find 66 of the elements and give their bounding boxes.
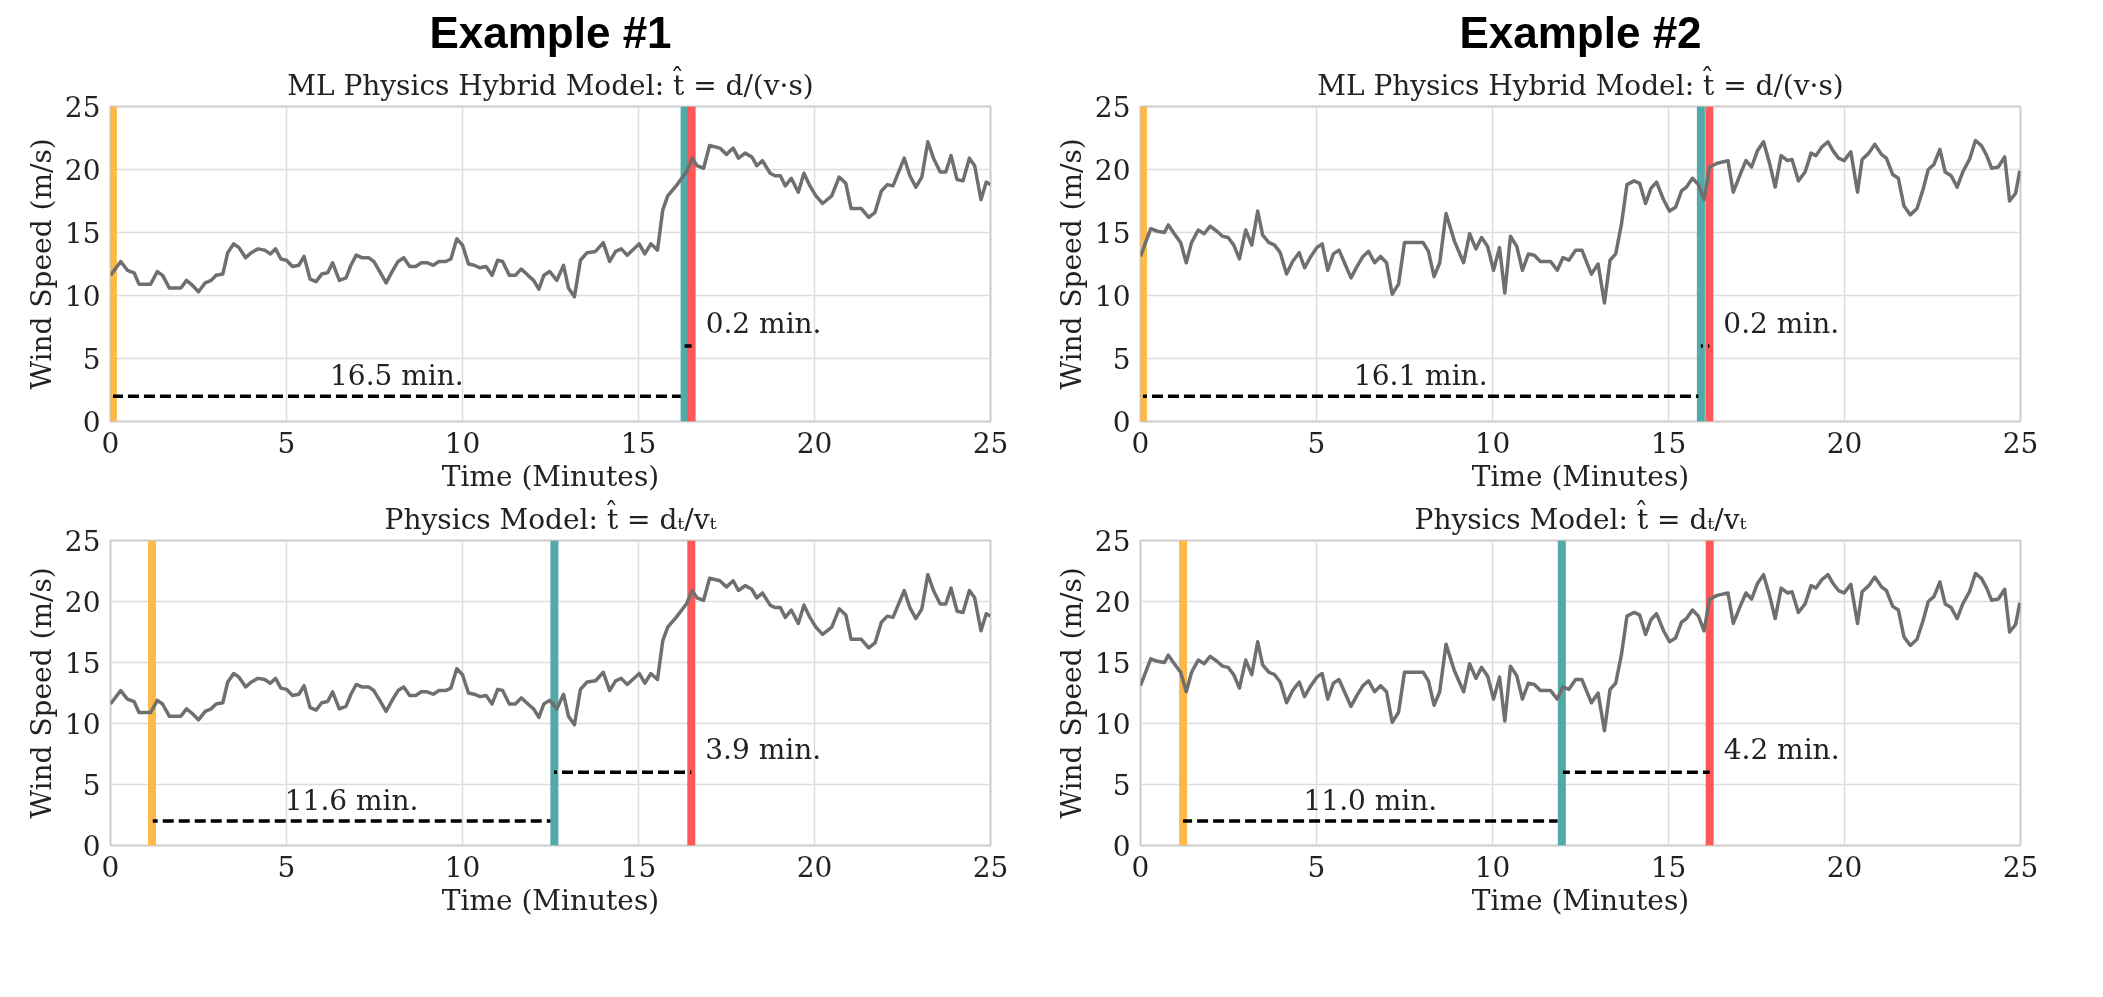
y-tick-label: 20 — [64, 154, 101, 187]
y-tick-label: 10 — [1094, 280, 1131, 313]
x-tick-label: 20 — [796, 850, 833, 884]
y-tick-label: 15 — [64, 217, 101, 250]
y-tick-label: 25 — [1094, 525, 1131, 558]
x-tick-label: 10 — [444, 426, 481, 460]
x-tick-label: 15 — [1650, 850, 1687, 884]
x-tick-label: 10 — [1474, 850, 1511, 884]
y-tick-label: 5 — [1112, 769, 1131, 802]
x-tick-label: 10 — [444, 850, 481, 884]
x-tick-label: 20 — [1826, 850, 1863, 884]
x-tick-label: 10 — [1474, 426, 1511, 460]
x-tick-label: 15 — [1650, 426, 1687, 460]
y-axis-title: Wind Speed (m/s) — [1054, 567, 1088, 819]
x-tick-label: 25 — [972, 850, 1009, 884]
y-tick-label: 0 — [82, 406, 101, 439]
y-tick-label: 15 — [1094, 647, 1131, 680]
y-tick-label: 20 — [1094, 586, 1131, 619]
x-axis-title: Time (Minutes) — [441, 883, 660, 917]
y-tick-label: 5 — [1112, 343, 1131, 376]
x-tick-label: 25 — [972, 426, 1009, 460]
chart-title: Example #2 — [1459, 7, 1702, 57]
chart-title: Physics Model: t̂ = dₜ/vₜ — [384, 500, 717, 536]
x-tick-label: 15 — [620, 426, 657, 460]
y-tick-label: 0 — [1112, 830, 1131, 863]
y-tick-label: 10 — [1094, 708, 1131, 741]
chart-subtitle: ML Physics Hybrid Model: t̂ = d/(v·s) — [1317, 66, 1844, 102]
annotation: 4.2 min. — [1723, 733, 1840, 767]
annotation: 3.9 min. — [705, 733, 822, 767]
annotation: 16.1 min. — [1353, 359, 1488, 393]
annotation: 11.6 min. — [284, 784, 419, 818]
y-tick-label: 0 — [82, 830, 101, 863]
y-tick-label: 5 — [82, 343, 101, 376]
y-tick-label: 20 — [64, 586, 101, 619]
y-axis-title: Wind Speed (m/s) — [24, 567, 58, 819]
y-tick-label: 20 — [1094, 154, 1131, 187]
x-tick-label: 5 — [1307, 850, 1326, 884]
y-tick-label: 25 — [1094, 91, 1131, 124]
y-tick-label: 5 — [82, 769, 101, 802]
x-tick-label: 20 — [796, 426, 833, 460]
x-tick-label: 5 — [1307, 426, 1326, 460]
y-axis-title: Wind Speed (m/s) — [1054, 138, 1088, 390]
y-axis-title: Wind Speed (m/s) — [24, 138, 58, 390]
annotation: 11.0 min. — [1303, 784, 1438, 818]
y-tick-label: 25 — [64, 525, 101, 558]
y-tick-label: 10 — [64, 280, 101, 313]
x-axis-title: Time (Minutes) — [1471, 459, 1690, 493]
x-axis-title: Time (Minutes) — [1471, 883, 1690, 917]
x-tick-label: 25 — [2002, 426, 2039, 460]
annotation: 16.5 min. — [330, 359, 464, 393]
chart-title: Example #1 — [429, 7, 672, 57]
x-tick-label: 5 — [277, 426, 296, 460]
x-tick-label: 25 — [2002, 850, 2039, 884]
y-tick-label: 10 — [64, 708, 101, 741]
annotation: 0.2 min. — [1723, 306, 1840, 340]
chart-title: Physics Model: t̂ = dₜ/vₜ — [1414, 500, 1747, 536]
x-tick-label: 20 — [1826, 426, 1863, 460]
x-tick-label: 15 — [620, 850, 657, 884]
y-tick-label: 25 — [64, 91, 101, 124]
chart-subtitle: ML Physics Hybrid Model: t̂ = d/(v·s) — [287, 66, 814, 102]
y-tick-label: 0 — [1112, 406, 1131, 439]
annotation: 0.2 min. — [705, 306, 822, 340]
y-tick-label: 15 — [64, 647, 101, 680]
x-axis-title: Time (Minutes) — [441, 459, 660, 493]
x-tick-label: 5 — [277, 850, 296, 884]
y-tick-label: 15 — [1094, 217, 1131, 250]
